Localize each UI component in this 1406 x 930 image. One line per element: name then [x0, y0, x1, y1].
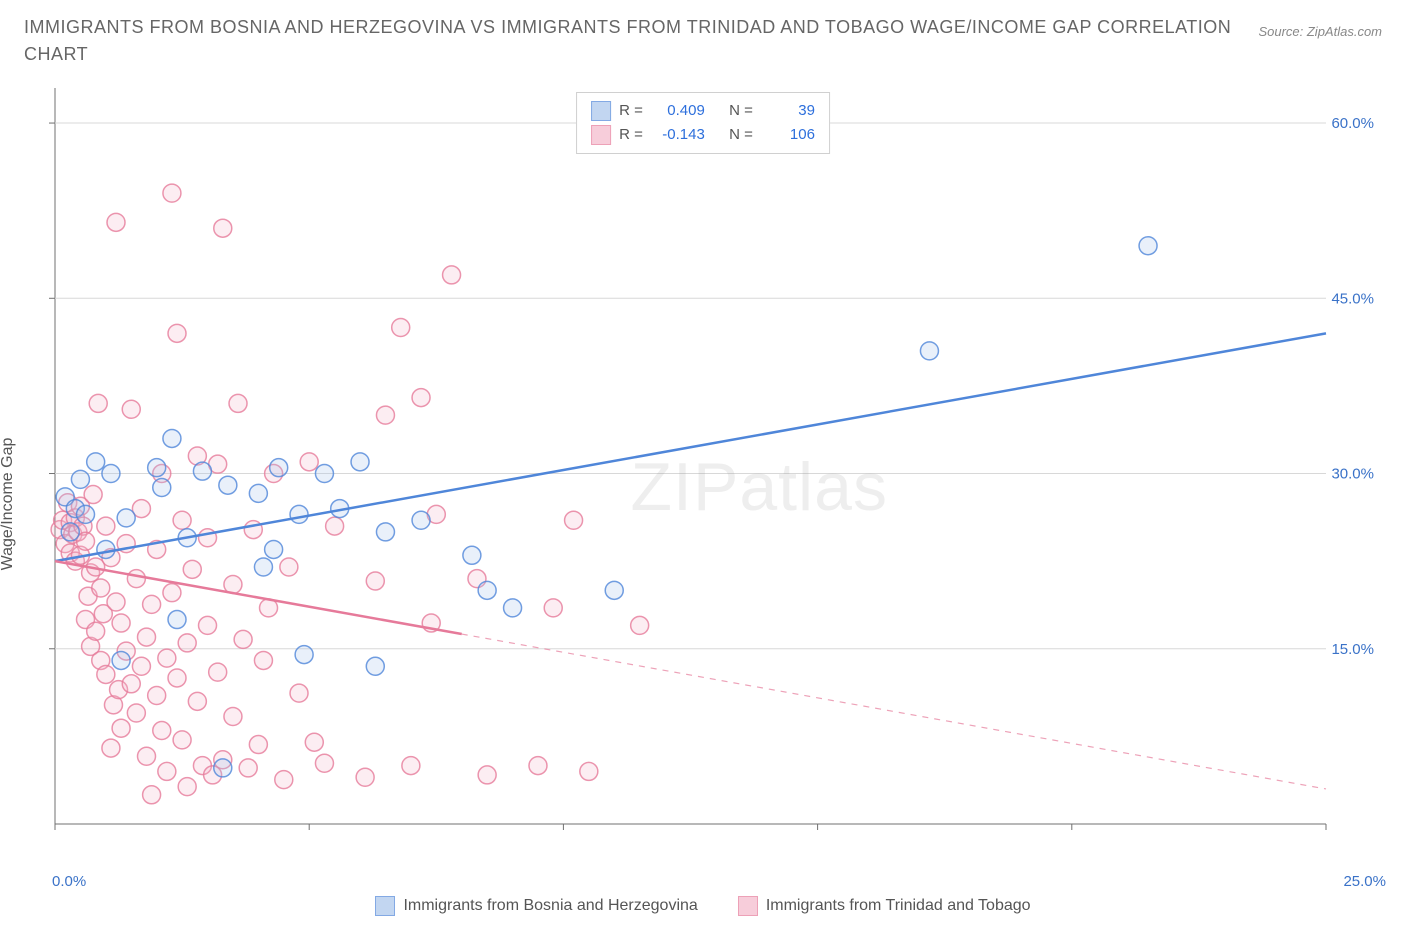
svg-text:60.0%: 60.0% [1331, 115, 1374, 132]
series-legend: Immigrants from Bosnia and Herzegovina Im… [0, 888, 1406, 924]
svg-text:15.0%: 15.0% [1331, 641, 1374, 658]
legend-swatch [375, 896, 395, 916]
r-value: 0.409 [651, 99, 705, 123]
chart-container: Wage/Income Gap 15.0%30.0%45.0%60.0% ZIP… [0, 84, 1406, 924]
legend-stat-row: R = -0.143 N = 106 [591, 123, 815, 147]
scatter-plot: 15.0% 30.0% 45.0% 60.0% [0, 84, 1406, 884]
legend-stat-row: R = 0.409 N = 39 [591, 99, 815, 123]
r-label: R = [619, 123, 643, 147]
legend-swatch [591, 101, 611, 121]
n-value: 106 [761, 123, 815, 147]
stats-legend: R = 0.409 N = 39 R = -0.143 N = 106 [576, 92, 830, 154]
legend-series-name: Immigrants from Bosnia and Herzegovina [403, 897, 697, 915]
legend-swatch [738, 896, 758, 916]
legend-swatch [591, 125, 611, 145]
chart-header: Immigrants from Bosnia and Herzegovina v… [0, 0, 1406, 78]
svg-text:30.0%: 30.0% [1331, 466, 1374, 483]
r-value: -0.143 [651, 123, 705, 147]
n-label: N = [729, 123, 753, 147]
legend-series-name: Immigrants from Trinidad and Tobago [766, 897, 1031, 915]
r-label: R = [619, 99, 643, 123]
legend-item: Immigrants from Bosnia and Herzegovina [375, 896, 697, 916]
n-value: 39 [761, 99, 815, 123]
svg-text:45.0%: 45.0% [1331, 290, 1374, 307]
legend-item: Immigrants from Trinidad and Tobago [738, 896, 1031, 916]
chart-title: Immigrants from Bosnia and Herzegovina v… [24, 14, 1258, 68]
source-label: Source: ZipAtlas.com [1258, 14, 1382, 39]
n-label: N = [729, 99, 753, 123]
y-axis-label: Wage/Income Gap [0, 438, 17, 571]
